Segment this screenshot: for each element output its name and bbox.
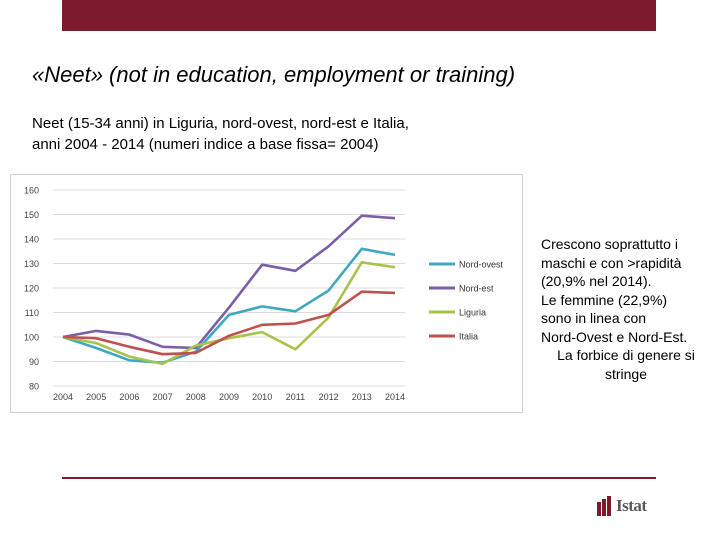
y-tick-label: 100 bbox=[24, 333, 39, 343]
side-note-line: La forbice di genere si bbox=[557, 347, 695, 363]
side-note-line: sono in linea con bbox=[541, 310, 647, 326]
x-tick-label: 2011 bbox=[286, 392, 305, 402]
subtitle-line-1: Neet (15-34 anni) in Liguria, nord-ovest… bbox=[32, 115, 409, 132]
y-tick-label: 140 bbox=[24, 235, 39, 245]
chart-subtitle: Neet (15-34 anni) in Liguria, nord-ovest… bbox=[32, 113, 502, 155]
top-brand-band bbox=[62, 0, 656, 31]
x-tick-label: 2010 bbox=[252, 392, 272, 402]
x-tick-label: 2007 bbox=[153, 392, 173, 402]
legend-label: Italia bbox=[459, 332, 478, 342]
series-line bbox=[62, 247, 396, 364]
y-tick-label: 130 bbox=[24, 259, 39, 269]
side-note-line: stringe bbox=[604, 365, 648, 382]
chart-panel: 80 90 100 110 120 130 140 150 160 2004 2005 2006 200… bbox=[10, 174, 523, 413]
series-line bbox=[62, 290, 396, 356]
y-tick-label: 90 bbox=[29, 357, 39, 367]
legend-label: Liguria bbox=[459, 308, 486, 318]
x-tick-label: 2012 bbox=[319, 392, 339, 402]
y-tick-label: 150 bbox=[24, 210, 39, 220]
x-tick-label: 2014 bbox=[385, 392, 405, 402]
line-chart: 80 90 100 110 120 130 140 150 160 2004 2005 2006 200… bbox=[24, 186, 504, 403]
y-tick-label: 80 bbox=[29, 382, 39, 392]
x-tick-label: 2013 bbox=[352, 392, 372, 402]
y-tick-label: 160 bbox=[24, 186, 39, 196]
side-note-line: maschi e con >rapidità bbox=[541, 254, 682, 271]
side-note-line: Le femmine (22,9%) bbox=[541, 291, 668, 308]
x-tick-label: 2005 bbox=[86, 392, 106, 402]
legend-label: Nord-ovest bbox=[459, 260, 504, 270]
legend-label: Nord-est bbox=[459, 284, 494, 294]
series-line bbox=[62, 261, 396, 366]
x-tick-label: 2009 bbox=[219, 392, 239, 402]
page-title: «Neet» (not in education, employment or … bbox=[32, 62, 516, 87]
y-tick-label: 110 bbox=[25, 308, 39, 318]
side-note-line: (20,9% nel 2014). bbox=[541, 273, 652, 289]
logo-wordmark: Istat bbox=[616, 496, 647, 515]
istat-logo-icon bbox=[597, 496, 611, 516]
x-tick-label: 2008 bbox=[186, 392, 206, 402]
y-tick-label: 120 bbox=[24, 284, 39, 294]
bottom-divider bbox=[62, 477, 656, 479]
subtitle-line-2: anni 2004 - 2014 (numeri indice a base f… bbox=[32, 136, 379, 153]
x-tick-label: 2004 bbox=[53, 392, 73, 402]
side-note-line: Nord-Ovest e Nord-Est. bbox=[541, 328, 688, 345]
series-line bbox=[62, 214, 396, 350]
side-note: Crescono soprattutto i maschi e con >rap… bbox=[541, 235, 711, 383]
x-tick-label: 2006 bbox=[119, 392, 139, 402]
side-note-line: Crescono soprattutto i bbox=[541, 236, 678, 252]
